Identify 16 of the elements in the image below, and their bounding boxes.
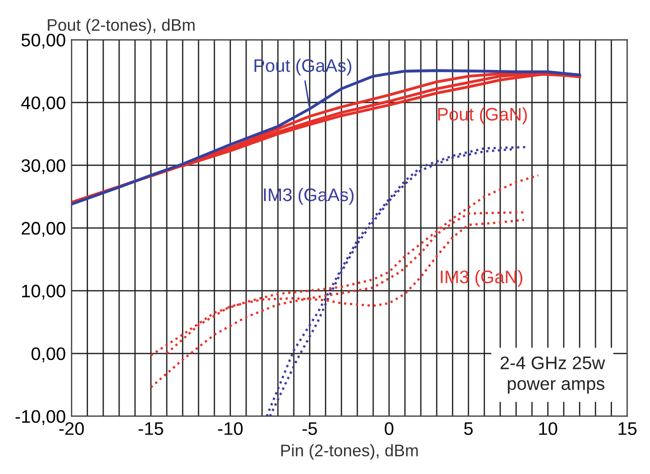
y-tick-label: 30,00 bbox=[21, 159, 66, 174]
x-tick-label: -15 bbox=[138, 422, 164, 435]
annotation: 2-4 GHz 25w power amps bbox=[500, 356, 606, 394]
y-tick-label: 0,00 bbox=[32, 347, 66, 362]
x-tick-label: 10 bbox=[539, 422, 558, 435]
y-tick-label: 40,00 bbox=[21, 96, 66, 112]
x-tick-label: -5 bbox=[302, 422, 317, 435]
y-tick-label: 50,00 bbox=[21, 34, 66, 49]
y-axis-title: Pout (2-tones), dBm bbox=[48, 18, 195, 34]
x-tick-label: 0 bbox=[384, 422, 394, 435]
y-tick-label: 20,00 bbox=[22, 222, 66, 237]
x-tick-label: 15 bbox=[618, 422, 637, 435]
x-tick-label: -10 bbox=[218, 422, 243, 435]
x-axis-title: Pin (2-tones), dBm bbox=[281, 444, 418, 460]
x-tick-label: 5 bbox=[464, 422, 473, 435]
y-tick-label: 10,00 bbox=[22, 284, 66, 300]
